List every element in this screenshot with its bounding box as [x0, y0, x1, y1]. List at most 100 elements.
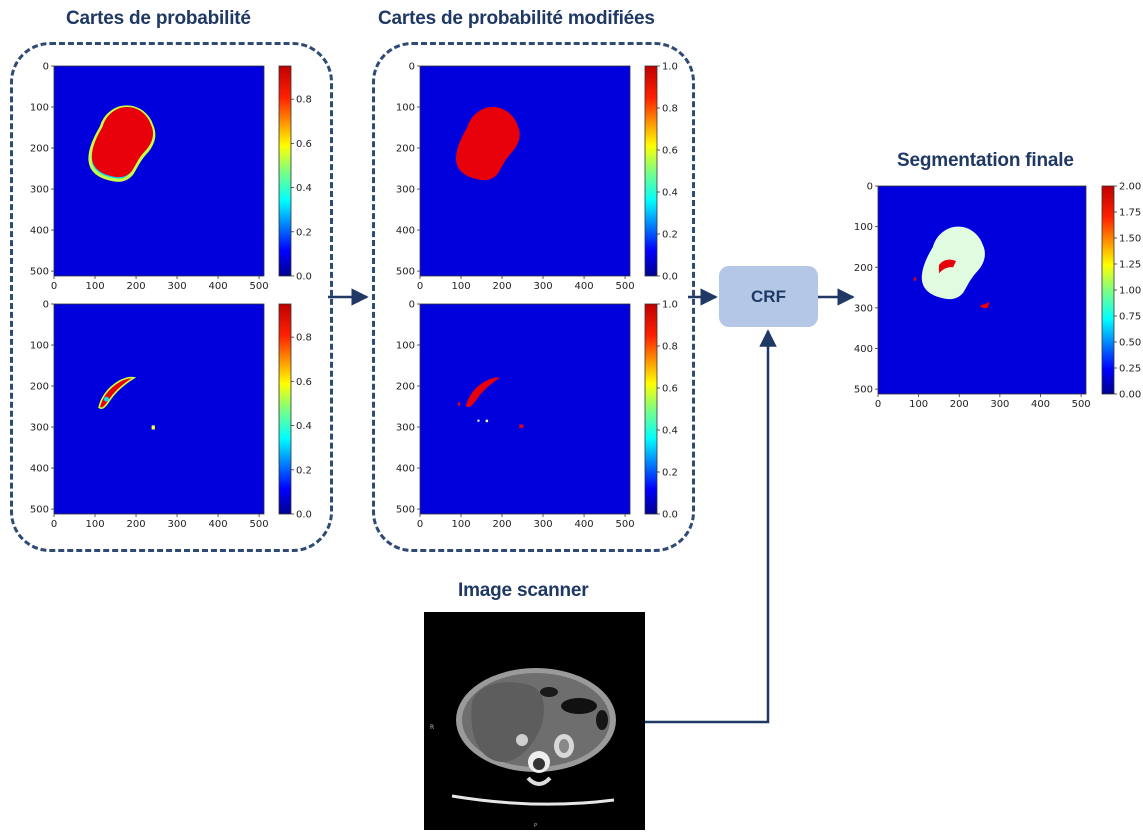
colorbar — [278, 303, 292, 515]
x-tick-label: 0 — [417, 281, 423, 291]
x-tick-label: 100 — [909, 399, 928, 410]
x-tick-label: 400 — [575, 519, 594, 529]
arrow-scanner-to-crf — [645, 329, 777, 724]
title-modified-probability-maps: Cartes de probabilité modifiées — [378, 8, 655, 29]
y-tick-label: 100 — [30, 341, 49, 352]
title-probability-maps: Cartes de probabilité — [66, 8, 251, 29]
title-final-segmentation: Segmentation finale — [897, 150, 1074, 171]
x-tick-label: 200 — [492, 519, 511, 529]
y-tick-label: 0 — [409, 62, 415, 73]
colorbar-tick-label: 0.8 — [662, 104, 678, 115]
colorbar — [644, 303, 658, 515]
y-tick-label: 300 — [30, 185, 49, 196]
colorbar-tick-label: 0.2 — [662, 468, 678, 479]
x-tick-label: 300 — [990, 399, 1009, 410]
colorbar-tick-label: 0.4 — [662, 426, 678, 437]
ct-scan-drawing: R P — [430, 668, 616, 829]
colorbar-tick-label: 1.0 — [662, 300, 678, 311]
x-tick-label: 500 — [616, 281, 635, 291]
colorbar-tick-label: 0.50 — [1119, 338, 1141, 349]
map-background — [54, 66, 264, 276]
y-tick-label: 200 — [396, 382, 415, 393]
colorbar-tick-label: 0.6 — [296, 377, 312, 388]
y-tick-label: 100 — [854, 222, 873, 233]
x-tick-label: 200 — [492, 281, 511, 291]
colorbar-tick-label: 0.0 — [296, 272, 312, 283]
x-tick-label: 500 — [1072, 399, 1091, 410]
x-tick-label: 200 — [126, 281, 145, 291]
colorbar-tick-label: 0.6 — [662, 146, 678, 157]
modified-map-2: 0 0 100 100 200 200 300 300 400 400 500 500 0.0 0.2 0.… — [396, 300, 678, 530]
colorbar-tick-label: 0.2 — [296, 227, 312, 238]
colorbar-tick-label: 0.6 — [296, 139, 312, 150]
colorbar-tick-label: 0.0 — [662, 510, 678, 521]
y-tick-label: 400 — [30, 464, 49, 475]
modified-map-1: 0 0 100 100 200 200 300 300 400 400 500 500 0.0 0.2 0.… — [396, 62, 678, 292]
y-tick-label: 100 — [396, 103, 415, 114]
y-tick-label: 500 — [30, 267, 49, 278]
colorbar-tick-label: 0.75 — [1119, 312, 1141, 323]
final-segmentation-map: 0 0 100 100 200 200 300 300 400 400 500 500 0.00 0.25… — [854, 182, 1141, 411]
ct-label-r: R — [430, 724, 434, 731]
y-tick-label: 500 — [30, 505, 49, 516]
x-tick-label: 200 — [950, 399, 969, 410]
x-tick-label: 100 — [451, 519, 470, 529]
y-tick-label: 300 — [854, 303, 873, 314]
y-tick-label: 300 — [396, 185, 415, 196]
y-tick-label: 500 — [396, 505, 415, 516]
y-tick-label: 200 — [396, 144, 415, 155]
colorbar-tick-label: 0.8 — [662, 342, 678, 353]
colorbar-tick-label: 0.4 — [662, 188, 678, 199]
x-tick-label: 300 — [168, 519, 187, 529]
x-tick-label: 300 — [534, 519, 553, 529]
y-tick-label: 200 — [30, 382, 49, 393]
colorbar-tick-label: 0.8 — [296, 333, 312, 344]
crf-box: CRF — [719, 266, 818, 327]
x-tick-label: 0 — [51, 519, 57, 529]
y-tick-label: 300 — [30, 423, 49, 434]
y-tick-label: 500 — [396, 267, 415, 278]
x-tick-label: 300 — [534, 281, 553, 291]
y-tick-label: 400 — [396, 464, 415, 475]
colorbar-tick-label: 1.75 — [1119, 208, 1141, 219]
x-tick-label: 500 — [250, 519, 269, 529]
map-background — [54, 304, 264, 514]
x-tick-label: 400 — [575, 281, 594, 291]
y-tick-label: 500 — [854, 385, 873, 396]
x-tick-label: 500 — [616, 519, 635, 529]
x-tick-label: 400 — [1031, 399, 1050, 410]
y-tick-label: 0 — [409, 300, 415, 311]
colorbar-tick-label: 1.00 — [1119, 286, 1141, 297]
colorbar-tick-label: 1.25 — [1119, 260, 1141, 271]
crf-label: CRF — [751, 286, 786, 306]
title-scanner-image: Image scanner — [458, 580, 589, 601]
probability-map-2: 0 0 100 100 200 200 300 300 400 400 500 500 0.0 0.2 0.… — [30, 300, 312, 530]
x-tick-label: 400 — [209, 519, 228, 529]
x-tick-label: 0 — [51, 281, 57, 291]
ct-scan-image: R P — [424, 612, 645, 830]
map-background — [420, 304, 630, 514]
colorbar-tick-label: 0.00 — [1119, 390, 1141, 401]
y-tick-label: 400 — [396, 226, 415, 237]
y-tick-label: 300 — [396, 423, 415, 434]
x-tick-label: 100 — [85, 519, 104, 529]
y-tick-label: 0 — [43, 62, 49, 73]
colorbar-tick-label: 0.25 — [1119, 364, 1141, 375]
colorbar-tick-label: 0.2 — [296, 465, 312, 476]
colorbar — [278, 65, 292, 277]
y-tick-label: 400 — [854, 344, 873, 355]
colorbar-tick-label: 0.4 — [296, 183, 312, 194]
x-tick-label: 500 — [250, 281, 269, 291]
colorbar — [644, 65, 658, 277]
y-tick-label: 200 — [30, 144, 49, 155]
x-tick-label: 300 — [168, 281, 187, 291]
x-tick-label: 0 — [875, 399, 881, 410]
y-tick-label: 400 — [30, 226, 49, 237]
x-tick-label: 400 — [209, 281, 228, 291]
colorbar-tick-label: 0.0 — [662, 272, 678, 283]
y-tick-label: 100 — [396, 341, 415, 352]
colorbar-tick-label: 0.8 — [296, 95, 312, 106]
colorbar-tick-label: 1.0 — [662, 62, 678, 73]
x-tick-label: 100 — [451, 281, 470, 291]
x-tick-label: 100 — [85, 281, 104, 291]
